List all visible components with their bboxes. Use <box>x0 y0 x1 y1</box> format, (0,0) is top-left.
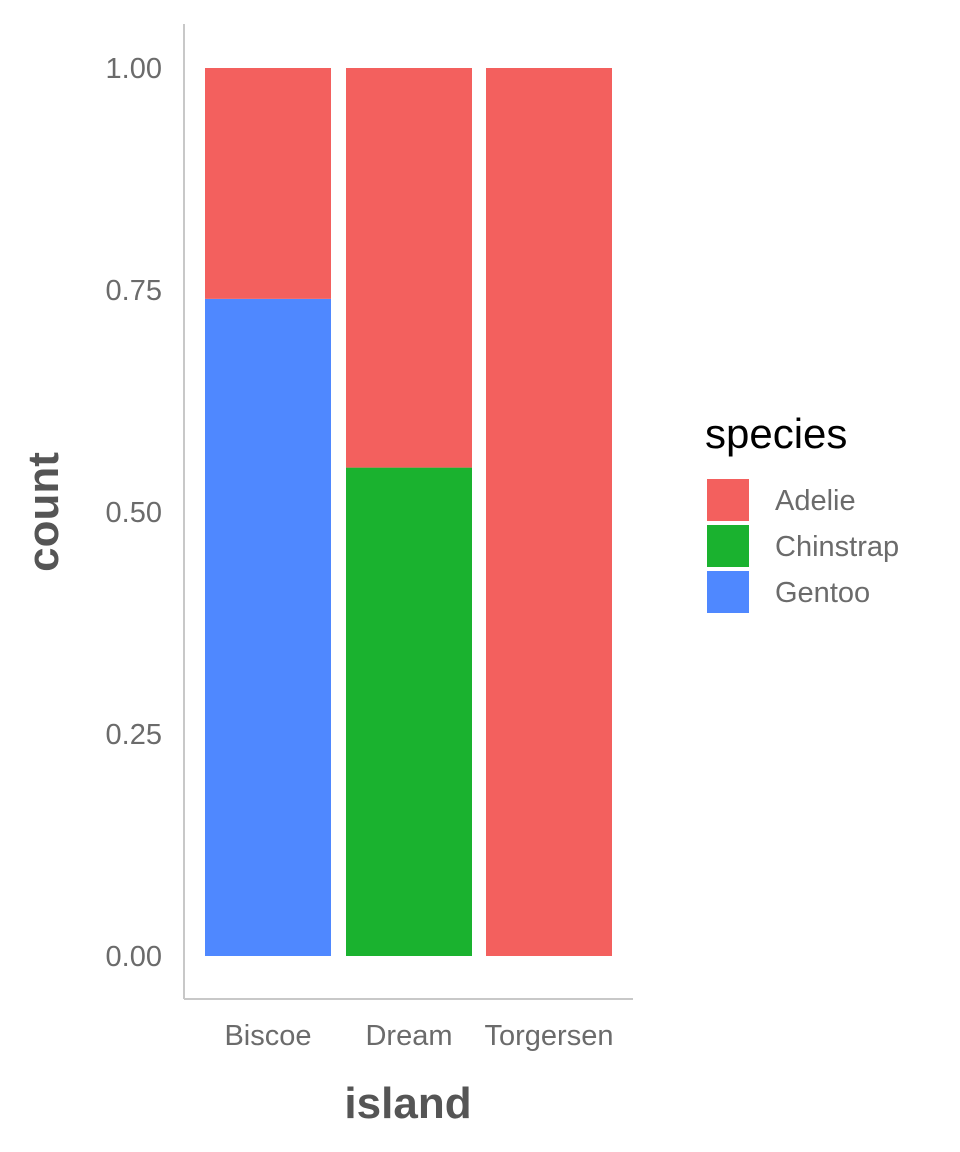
legend-label-chinstrap: Chinstrap <box>775 531 899 563</box>
x-tick-label: Dream <box>365 1020 452 1052</box>
y-tick-label: 0.75 <box>106 275 162 307</box>
legend-key-adelie <box>707 479 749 521</box>
y-axis-title: count <box>19 452 68 572</box>
legend-label-gentoo: Gentoo <box>775 577 870 609</box>
legend-key-gentoo <box>707 571 749 613</box>
y-tick-label: 0.50 <box>106 497 162 529</box>
x-tick-labels: Biscoe Dream Torgersen <box>224 1020 613 1052</box>
bars-group <box>205 68 612 956</box>
x-tick-label: Biscoe <box>224 1020 311 1052</box>
y-tick-label: 0.00 <box>106 941 162 973</box>
y-tick-label: 1.00 <box>106 53 162 85</box>
bar-torgersen-adelie <box>486 68 612 956</box>
x-axis-title: island <box>344 1079 471 1128</box>
bar-biscoe-adelie <box>205 68 331 299</box>
y-tick-label: 0.25 <box>106 719 162 751</box>
legend-label-adelie: Adelie <box>775 485 856 517</box>
legend: Adelie Chinstrap Gentoo <box>707 479 899 613</box>
legend-key-chinstrap <box>707 525 749 567</box>
bar-biscoe-gentoo <box>205 298 331 956</box>
legend-title: species <box>705 410 847 457</box>
y-tick-labels: 0.00 0.25 0.50 0.75 1.00 <box>106 53 162 973</box>
bar-dream-chinstrap <box>346 467 472 956</box>
bar-dream-adelie <box>346 68 472 468</box>
x-tick-label: Torgersen <box>485 1020 614 1052</box>
